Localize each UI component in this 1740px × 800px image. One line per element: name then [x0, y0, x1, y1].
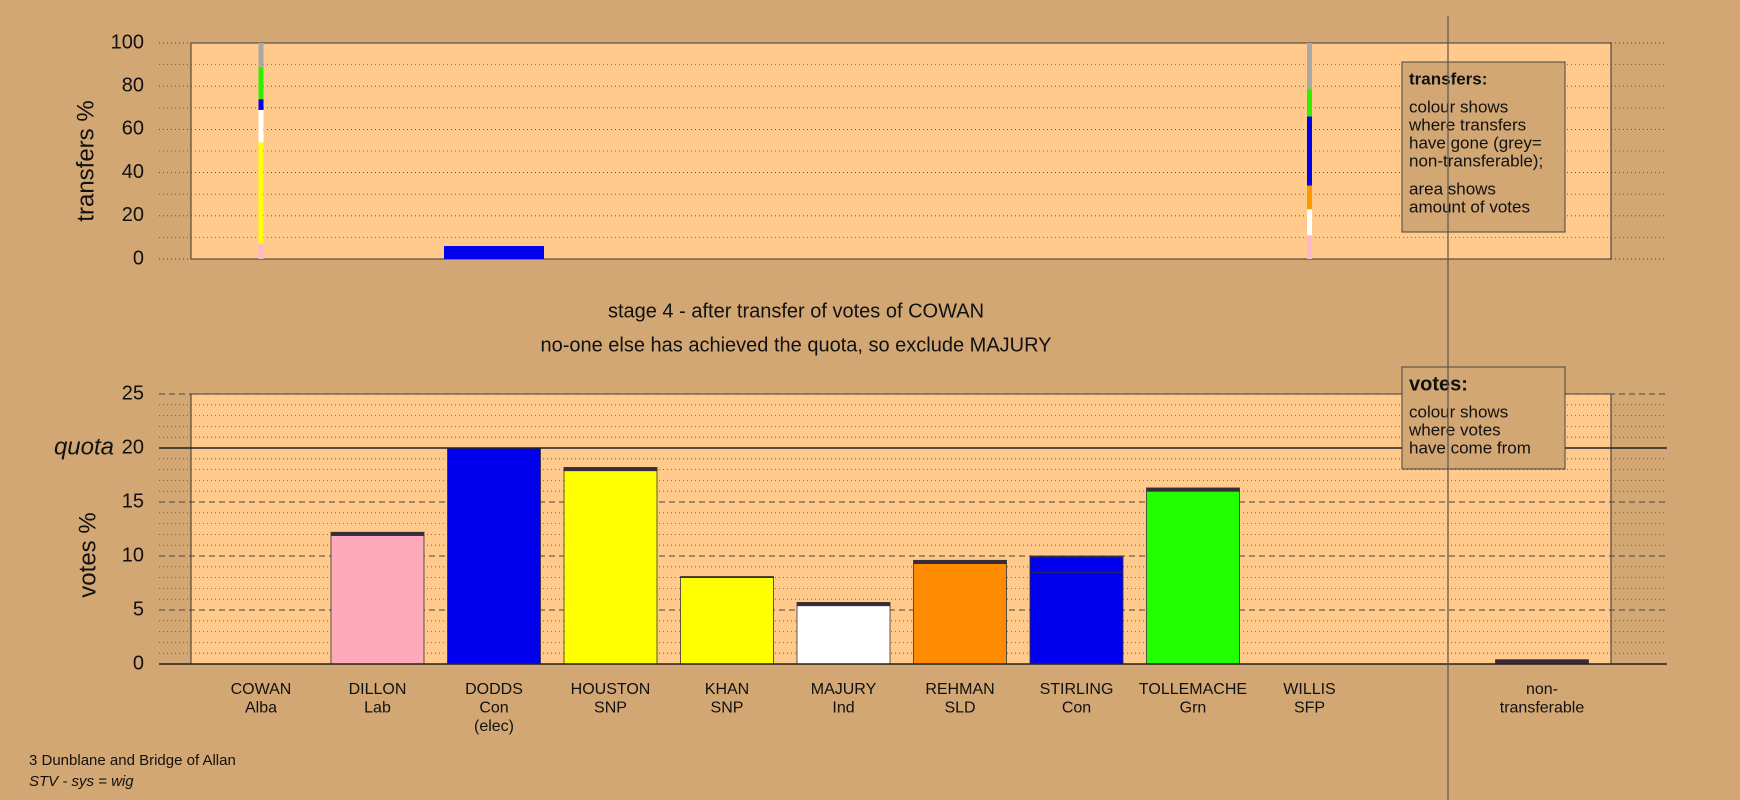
plot-panel — [190, 393, 1612, 665]
x-tick-label: REHMAN — [925, 681, 994, 698]
x-tick-label: SNP — [594, 700, 627, 717]
quota-label: quota — [54, 433, 114, 460]
bar-segment — [1029, 556, 1124, 573]
y-tick-label: 20 — [122, 436, 144, 458]
bar-segment — [447, 447, 541, 665]
note-title: votes: — [1409, 373, 1468, 395]
y-tick-label: 0 — [133, 247, 144, 269]
y-tick-label: 10 — [122, 544, 144, 566]
x-tick-label: COWAN — [231, 681, 292, 698]
y-tick-label: 100 — [111, 31, 144, 53]
transfer-segment — [1307, 43, 1312, 89]
transfer-segment — [258, 66, 264, 100]
bar-segment — [1029, 571, 1124, 665]
transfer-segment — [258, 142, 264, 244]
bar-segment — [563, 470, 658, 665]
transfer-segment — [258, 243, 264, 259]
bar-segment — [330, 535, 425, 665]
x-tick-label: DODDS — [465, 681, 523, 698]
bar-segment — [563, 467, 658, 472]
bar-segment — [1029, 555, 1124, 558]
x-tick-label: non- — [1526, 681, 1558, 698]
transfer-segment — [258, 109, 264, 143]
bar-segment — [913, 559, 1007, 564]
transfer-segment — [1307, 209, 1312, 236]
bar-segment — [1146, 490, 1240, 665]
y-tick-label: 5 — [133, 598, 144, 620]
x-tick-label: Alba — [245, 700, 277, 717]
stage-title: stage 4 - after transfer of votes of COW… — [608, 300, 984, 322]
bar-segment — [1146, 487, 1240, 492]
x-tick-label: HOUSTON — [571, 681, 651, 698]
bar-segment — [330, 531, 425, 536]
footer-line: STV - sys = wig — [29, 773, 134, 790]
transfer-segment — [1307, 116, 1312, 186]
transfer-segment — [258, 43, 264, 67]
bar-segment — [680, 576, 774, 579]
x-tick-label: Lab — [364, 700, 391, 717]
y-tick-label: 40 — [122, 161, 144, 183]
y-tick-label: 80 — [122, 74, 144, 96]
surplus-bar — [444, 246, 544, 259]
note-line: colour shows — [1409, 97, 1508, 116]
note-line: have gone (grey= — [1409, 133, 1542, 152]
x-tick-label: (elec) — [474, 718, 514, 735]
note-line: area shows — [1409, 179, 1496, 198]
x-tick-label: MAJURY — [811, 681, 877, 698]
x-tick-label: KHAN — [705, 681, 749, 698]
x-tick-label: TOLLEMACHE — [1139, 681, 1247, 698]
bar-segment — [796, 602, 891, 607]
x-tick-label: SNP — [711, 700, 744, 717]
bar-segment — [680, 577, 774, 665]
note-line: non-transferable); — [1409, 151, 1543, 170]
note-line: have come from — [1409, 438, 1531, 457]
y-tick-label: 0 — [133, 652, 144, 674]
transfer-segment — [1307, 88, 1312, 117]
y-tick-label: 20 — [122, 204, 144, 226]
x-tick-label: SLD — [944, 700, 975, 717]
note-line: where votes — [1408, 420, 1501, 439]
note-line: amount of votes — [1409, 197, 1530, 216]
transfer-segment — [1307, 235, 1312, 259]
stage-subtitle: no-one else has achieved the quota, so e… — [540, 334, 1051, 356]
note-box — [1401, 366, 1566, 470]
x-tick-label: Con — [479, 700, 508, 717]
bar-segment — [913, 563, 1007, 665]
x-tick-label: DILLON — [349, 681, 407, 698]
y-tick-label: 60 — [122, 118, 144, 140]
bar-segment — [796, 605, 891, 665]
y-tick-label: 25 — [122, 382, 144, 404]
x-tick-label: STIRLING — [1040, 681, 1114, 698]
x-tick-label: SFP — [1294, 700, 1325, 717]
note-line: where transfers — [1408, 115, 1526, 134]
y-axis-label: votes % — [74, 512, 101, 597]
note-box — [1401, 61, 1566, 233]
x-tick-label: Grn — [1180, 700, 1207, 717]
transfer-segment — [1307, 185, 1312, 210]
footer-line: 3 Dunblane and Bridge of Allan — [29, 752, 236, 769]
x-tick-label: Con — [1062, 700, 1091, 717]
x-tick-label: WILLIS — [1283, 681, 1335, 698]
transfer-segment — [258, 99, 264, 110]
note-line: colour shows — [1409, 402, 1508, 421]
x-tick-label: transferable — [1500, 700, 1585, 717]
y-tick-label: 15 — [122, 490, 144, 512]
x-tick-label: Ind — [832, 700, 854, 717]
y-axis-label: transfers % — [72, 100, 99, 221]
